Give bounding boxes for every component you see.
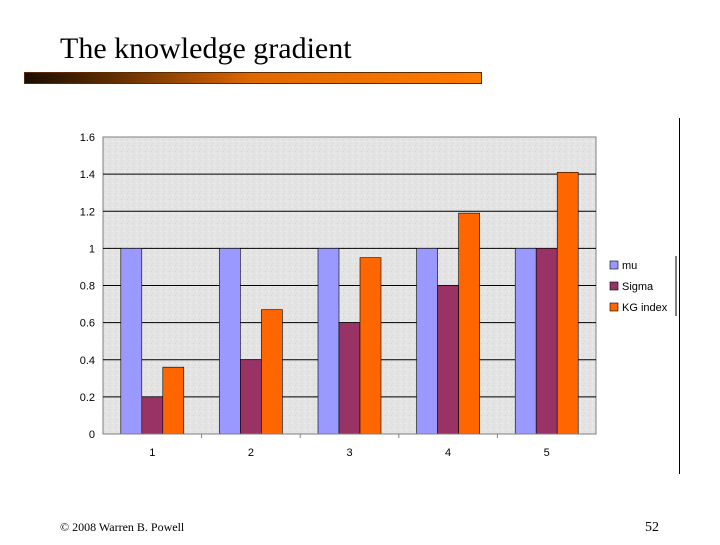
slide-title: The knowledge gradient (60, 32, 352, 65)
bar-sigma (535, 248, 558, 435)
x-tick-label: 5 (544, 447, 550, 459)
bar-sigma (338, 322, 361, 435)
right-border-line (679, 118, 680, 474)
legend-label: KG index (622, 302, 668, 314)
y-tick-label: 0 (89, 429, 95, 441)
page-number: 52 (645, 520, 659, 535)
bar-sigma (240, 359, 262, 435)
bar-kg-index (261, 309, 283, 435)
y-tick-label: 1.2 (80, 206, 95, 218)
bar-mu (416, 248, 438, 435)
bar-kg-index (359, 257, 382, 435)
bar-kg-index (458, 212, 480, 435)
title-underline-bar (24, 72, 482, 84)
bar-mu (120, 248, 143, 435)
x-tick-label: 4 (445, 447, 451, 459)
y-tick-label: 0.4 (80, 355, 95, 367)
x-tick-label: 3 (346, 447, 352, 459)
legend-swatch (609, 281, 619, 291)
y-tick-label: 0.6 (80, 318, 95, 330)
bar-sigma (437, 285, 459, 435)
x-tick-label: 1 (149, 447, 155, 459)
legend-label: mu (622, 260, 637, 272)
y-tick-label: 0.8 (80, 281, 95, 293)
bar-kg-index (556, 171, 579, 435)
legend-swatch (609, 260, 619, 270)
y-tick-label: 1.6 (80, 132, 95, 144)
y-tick-label: 1.4 (80, 169, 95, 181)
y-tick-label: 1 (89, 243, 95, 255)
bar-sigma (141, 396, 164, 435)
bar-mu (317, 248, 340, 435)
y-tick-label: 0.2 (80, 392, 95, 404)
bar-mu (514, 248, 537, 435)
legend-label: Sigma (622, 281, 654, 293)
bar-mu (219, 248, 241, 435)
footer-copyright: © 2008 Warren B. Powell (60, 520, 185, 534)
x-tick-label: 2 (248, 447, 254, 459)
legend-swatch (609, 302, 619, 312)
bar-kg-index (162, 366, 185, 435)
